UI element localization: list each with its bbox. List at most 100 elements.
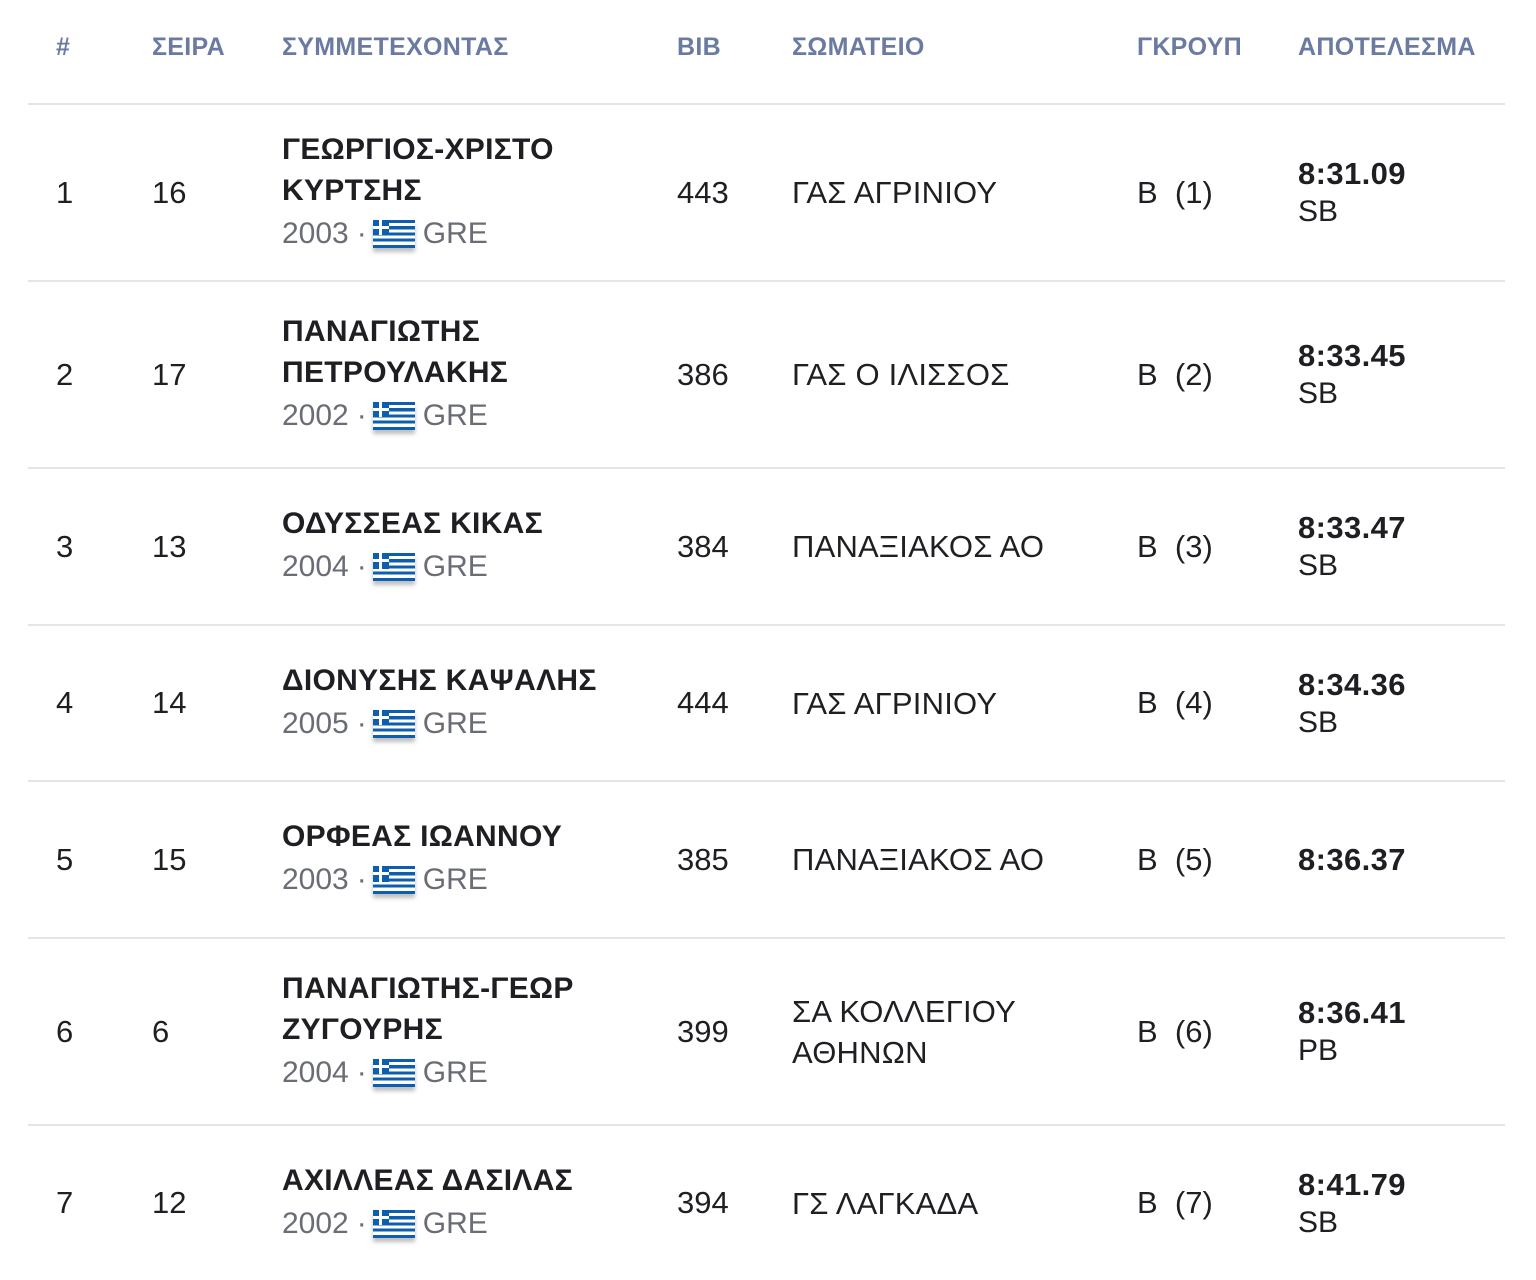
- bib-cell: 384: [677, 528, 729, 564]
- result-note: SB: [1298, 1205, 1339, 1239]
- header-athlete[interactable]: ΣΥΜΜΕΤΕΧΟΝΤΑΣ: [282, 33, 509, 61]
- separator-dot: ·: [356, 1055, 367, 1089]
- result-time: 8:33.45: [1298, 338, 1406, 373]
- result-time: 8:34.36: [1298, 666, 1406, 702]
- header-rank[interactable]: #: [56, 33, 71, 61]
- separator-dot: ·: [356, 1206, 367, 1240]
- table-row[interactable]: 5 15 ΟΡΦΕΑΣ ΙΩΑΝΝΟΥ 2003 · GRE 385 ΠΑΝΑΞ…: [28, 782, 1505, 939]
- separator-dot: ·: [356, 398, 367, 432]
- athlete-name[interactable]: ΟΔΥΣΣΕΑΣ ΚΙΚΑΣ: [282, 507, 543, 540]
- athlete-cell: ΠΑΝΑΓΙΩΤΗΣ ΠΕΤΡΟΥΛΑΚΗΣ 2002 · GRE: [282, 282, 662, 467]
- lane-cell: 12: [152, 1185, 187, 1220]
- result-time: 8:36.37: [1298, 842, 1406, 877]
- athlete-name[interactable]: ΔΙΟΝΥΣΗΣ ΚΑΨΑΛΗΣ: [282, 663, 597, 697]
- group-cell: Β (3): [1137, 528, 1213, 564]
- result-cell: 8:31.09 SB: [1298, 105, 1406, 280]
- bib-cell: 443: [677, 174, 729, 210]
- athlete-cell: ΠΑΝΑΓΙΩΤΗΣ-ΓΕΩΡ ΖΥΓΟΥΡΗΣ 2004 · GRE: [282, 939, 662, 1124]
- country-code: GRE: [422, 706, 488, 740]
- athlete-cell: ΟΔΥΣΣΕΑΣ ΚΙΚΑΣ 2004 · GRE: [282, 469, 662, 624]
- athlete-cell: ΟΡΦΕΑΣ ΙΩΑΝΝΟΥ 2003 · GRE: [282, 782, 662, 937]
- result-cell: 8:41.79 SB: [1298, 1126, 1406, 1280]
- group-cell: Β (4): [1137, 685, 1213, 720]
- result-cell: 8:36.41 PB: [1298, 939, 1406, 1124]
- table-header: # ΣΕΙΡΑ ΣΥΜΜΕΤΕΧΟΝΤΑΣ BIB ΣΩΜΑΤΕΙΟ ΓΚΡΟΥ…: [28, 0, 1505, 105]
- separator-dot: ·: [356, 216, 367, 250]
- club-cell: ΓΑΣ Ο ΙΛΙΣΣΟΣ: [792, 357, 1010, 392]
- rank-cell: 5: [56, 841, 74, 877]
- athlete-name[interactable]: ΠΑΝΑΓΙΩΤΗΣ-ΓΕΩΡ ΖΥΓΟΥΡΗΣ: [282, 971, 574, 1046]
- birth-year: 2003: [282, 863, 349, 896]
- separator-dot: ·: [356, 550, 367, 583]
- result-cell: 8:36.37: [1298, 782, 1406, 937]
- greece-flag-icon: [372, 1209, 415, 1238]
- greece-flag-icon: [372, 553, 415, 581]
- country-code: GRE: [422, 1055, 488, 1089]
- athlete-meta: 2004 · GRE: [282, 544, 662, 590]
- birth-year: 2004: [282, 550, 349, 583]
- result-time: 8:41.79: [1298, 1166, 1406, 1202]
- bib-cell: 386: [677, 356, 729, 392]
- birth-year: 2005: [282, 706, 349, 740]
- table-row[interactable]: 4 14 ΔΙΟΝΥΣΗΣ ΚΑΨΑΛΗΣ 2005 · GRE 444 ΓΑΣ…: [28, 626, 1505, 782]
- table-row[interactable]: 1 16 ΓΕΩΡΓΙΟΣ-ΧΡΙΣΤΟ ΚΥΡΤΣΗΣ 2003 · GRE …: [28, 105, 1505, 282]
- header-bib[interactable]: BIB: [677, 33, 721, 61]
- athlete-name[interactable]: ΠΑΝΑΓΙΩΤΗΣ ΠΕΤΡΟΥΛΑΚΗΣ: [282, 314, 509, 389]
- athlete-meta: 2005 · GRE: [282, 701, 662, 747]
- greece-flag-icon: [372, 866, 415, 894]
- club-cell: ΓΑΣ ΑΓΡΙΝΙΟΥ: [792, 685, 998, 721]
- bib-cell: 444: [677, 685, 729, 720]
- athlete-cell: ΔΙΟΝΥΣΗΣ ΚΑΨΑΛΗΣ 2005 · GRE: [282, 626, 662, 780]
- rank-cell: 6: [56, 1013, 74, 1049]
- table-row[interactable]: 6 6 ΠΑΝΑΓΙΩΤΗΣ-ΓΕΩΡ ΖΥΓΟΥΡΗΣ 2004 · GRE …: [28, 939, 1505, 1126]
- athlete-name[interactable]: ΓΕΩΡΓΙΟΣ-ΧΡΙΣΤΟ ΚΥΡΤΣΗΣ: [282, 132, 554, 207]
- greece-flag-icon: [372, 219, 415, 248]
- country-code: GRE: [422, 1206, 488, 1240]
- birth-year: 2004: [282, 1055, 349, 1089]
- lane-cell: 15: [152, 841, 187, 877]
- table-row[interactable]: 3 13 ΟΔΥΣΣΕΑΣ ΚΙΚΑΣ 2004 · GRE 384 ΠΑΝΑΞ…: [28, 469, 1505, 626]
- greece-flag-icon: [372, 1058, 415, 1087]
- bib-cell: 394: [677, 1185, 729, 1220]
- country-code: GRE: [422, 216, 488, 250]
- result-cell: 8:34.36 SB: [1298, 626, 1406, 780]
- athlete-name[interactable]: ΑΧΙΛΛΕΑΣ ΔΑΣΙΛΑΣ: [282, 1163, 573, 1197]
- club-cell: ΠΑΝΑΞΙΑΚΟΣ ΑΟ: [792, 842, 1045, 877]
- result-time: 8:33.47: [1298, 510, 1406, 545]
- greece-flag-icon: [372, 401, 415, 430]
- lane-cell: 16: [152, 174, 187, 210]
- bib-cell: 399: [677, 1013, 729, 1049]
- result-note: SB: [1298, 195, 1339, 228]
- table-row[interactable]: 7 12 ΑΧΙΛΛΕΑΣ ΔΑΣΙΛΑΣ 2002 · GRE 394 ΓΣ …: [28, 1126, 1505, 1280]
- athlete-meta: 2004 · GRE: [282, 1050, 662, 1096]
- country-code: GRE: [422, 398, 488, 432]
- header-result[interactable]: ΑΠΟΤΕΛΕΣΜΑ: [1298, 33, 1476, 61]
- rank-cell: 2: [56, 356, 74, 392]
- group-cell: Β (7): [1137, 1185, 1213, 1220]
- table-body: 1 16 ΓΕΩΡΓΙΟΣ-ΧΡΙΣΤΟ ΚΥΡΤΣΗΣ 2003 · GRE …: [28, 105, 1505, 1280]
- club-cell: ΣΑ ΚΟΛΛΕΓΙΟΥ ΑΘΗΝΩΝ: [792, 993, 1016, 1070]
- group-cell: Β (1): [1137, 174, 1213, 210]
- results-table: # ΣΕΙΡΑ ΣΥΜΜΕΤΕΧΟΝΤΑΣ BIB ΣΩΜΑΤΕΙΟ ΓΚΡΟΥ…: [28, 0, 1505, 1280]
- lane-cell: 17: [152, 356, 187, 392]
- result-note: SB: [1298, 705, 1339, 739]
- athlete-name[interactable]: ΟΡΦΕΑΣ ΙΩΑΝΝΟΥ: [282, 820, 563, 853]
- rank-cell: 1: [56, 174, 74, 210]
- birth-year: 2002: [282, 1206, 349, 1240]
- athlete-meta: 2003 · GRE: [282, 857, 662, 903]
- table-row[interactable]: 2 17 ΠΑΝΑΓΙΩΤΗΣ ΠΕΤΡΟΥΛΑΚΗΣ 2002 · GRE 3…: [28, 282, 1505, 469]
- athlete-meta: 2002 · GRE: [282, 393, 662, 439]
- header-group[interactable]: ΓΚΡΟΥΠ: [1137, 33, 1243, 61]
- bib-cell: 385: [677, 841, 729, 877]
- group-cell: Β (2): [1137, 356, 1213, 392]
- result-cell: 8:33.47 SB: [1298, 469, 1406, 624]
- result-note: PB: [1298, 1034, 1339, 1067]
- separator-dot: ·: [356, 706, 367, 740]
- header-club[interactable]: ΣΩΜΑΤΕΙΟ: [792, 33, 925, 61]
- result-time: 8:31.09: [1298, 156, 1406, 191]
- athlete-meta: 2002 · GRE: [282, 1201, 662, 1247]
- result-note: SB: [1298, 549, 1339, 582]
- header-lane[interactable]: ΣΕΙΡΑ: [152, 33, 225, 61]
- birth-year: 2003: [282, 216, 349, 250]
- group-cell: Β (6): [1137, 1013, 1213, 1049]
